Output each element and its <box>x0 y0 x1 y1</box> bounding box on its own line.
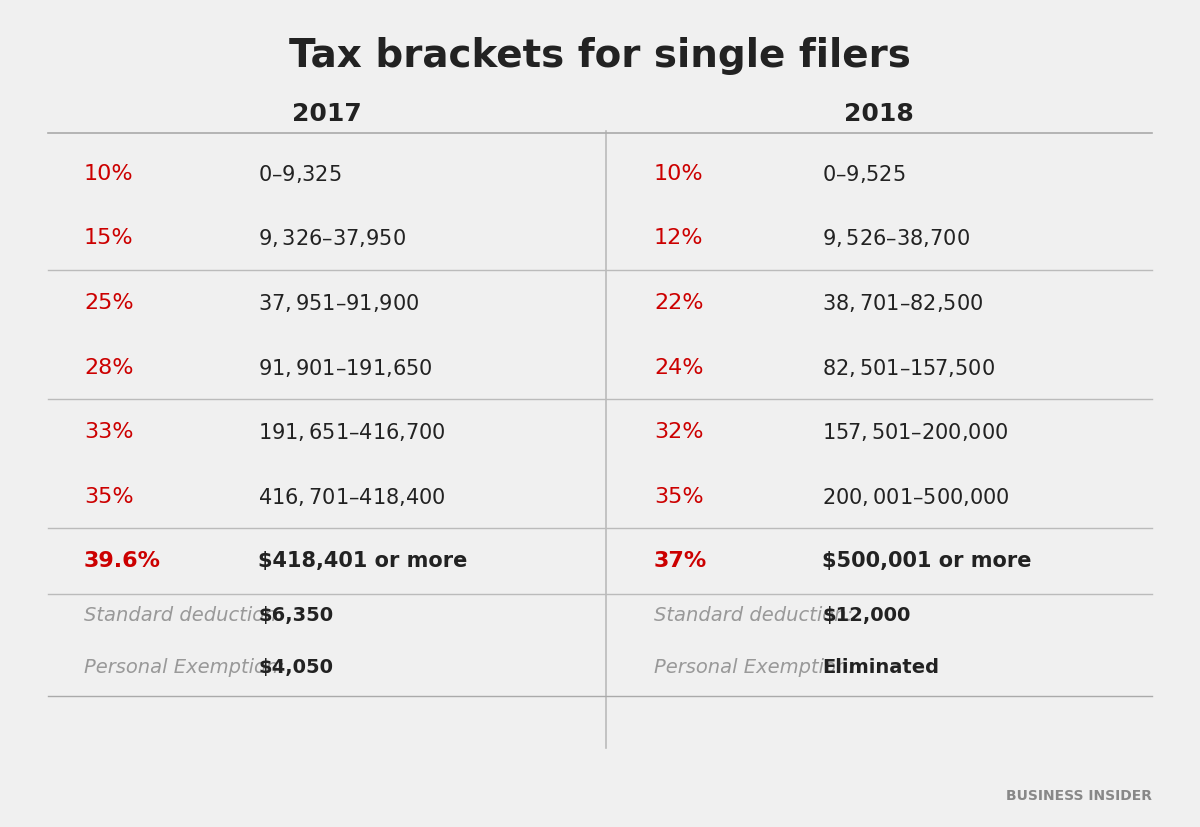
Text: Tax brackets for single filers: Tax brackets for single filers <box>289 37 911 75</box>
Text: $200,001–$500,000: $200,001–$500,000 <box>822 485 1009 507</box>
Text: $157,501–$200,000: $157,501–$200,000 <box>822 421 1008 442</box>
Text: Personal Exemption:: Personal Exemption: <box>84 657 284 676</box>
Text: $418,401 or more: $418,401 or more <box>258 551 467 571</box>
Text: 35%: 35% <box>84 486 133 506</box>
Text: $6,350: $6,350 <box>258 605 334 624</box>
Text: $37,951–$91,900: $37,951–$91,900 <box>258 292 419 313</box>
Text: Personal Exemption:: Personal Exemption: <box>654 657 854 676</box>
Text: 28%: 28% <box>84 357 133 377</box>
Text: $0–$9,525: $0–$9,525 <box>822 163 906 184</box>
Text: 10%: 10% <box>84 164 133 184</box>
Text: Eliminated: Eliminated <box>822 657 940 676</box>
Text: 39.6%: 39.6% <box>84 551 161 571</box>
Text: $4,050: $4,050 <box>258 657 334 676</box>
Text: BUSINESS INSIDER: BUSINESS INSIDER <box>1006 788 1152 802</box>
Text: 25%: 25% <box>84 293 133 313</box>
Text: 32%: 32% <box>654 422 703 442</box>
Text: $38,701–$82,500: $38,701–$82,500 <box>822 292 983 313</box>
Text: 24%: 24% <box>654 357 703 377</box>
Text: 2018: 2018 <box>844 103 914 126</box>
Text: $91,901–$191,650: $91,901–$191,650 <box>258 356 432 378</box>
Text: 15%: 15% <box>84 228 133 248</box>
Text: Standard deduction:: Standard deduction: <box>84 605 283 624</box>
Text: $416,701–$418,400: $416,701–$418,400 <box>258 485 445 507</box>
Text: $500,001 or more: $500,001 or more <box>822 551 1032 571</box>
Text: $12,000: $12,000 <box>822 605 911 624</box>
Text: $9,526–$38,700: $9,526–$38,700 <box>822 227 970 249</box>
Text: 2017: 2017 <box>292 103 362 126</box>
Text: 33%: 33% <box>84 422 133 442</box>
Text: $82,501–$157,500: $82,501–$157,500 <box>822 356 995 378</box>
Text: $0–$9,325: $0–$9,325 <box>258 163 342 184</box>
Text: Standard deduction:: Standard deduction: <box>654 605 853 624</box>
Text: 22%: 22% <box>654 293 703 313</box>
Text: $191,651–$416,700: $191,651–$416,700 <box>258 421 445 442</box>
Text: 12%: 12% <box>654 228 703 248</box>
Text: 10%: 10% <box>654 164 703 184</box>
Text: $9,326–$37,950: $9,326–$37,950 <box>258 227 406 249</box>
Text: 37%: 37% <box>654 551 707 571</box>
Text: 35%: 35% <box>654 486 703 506</box>
